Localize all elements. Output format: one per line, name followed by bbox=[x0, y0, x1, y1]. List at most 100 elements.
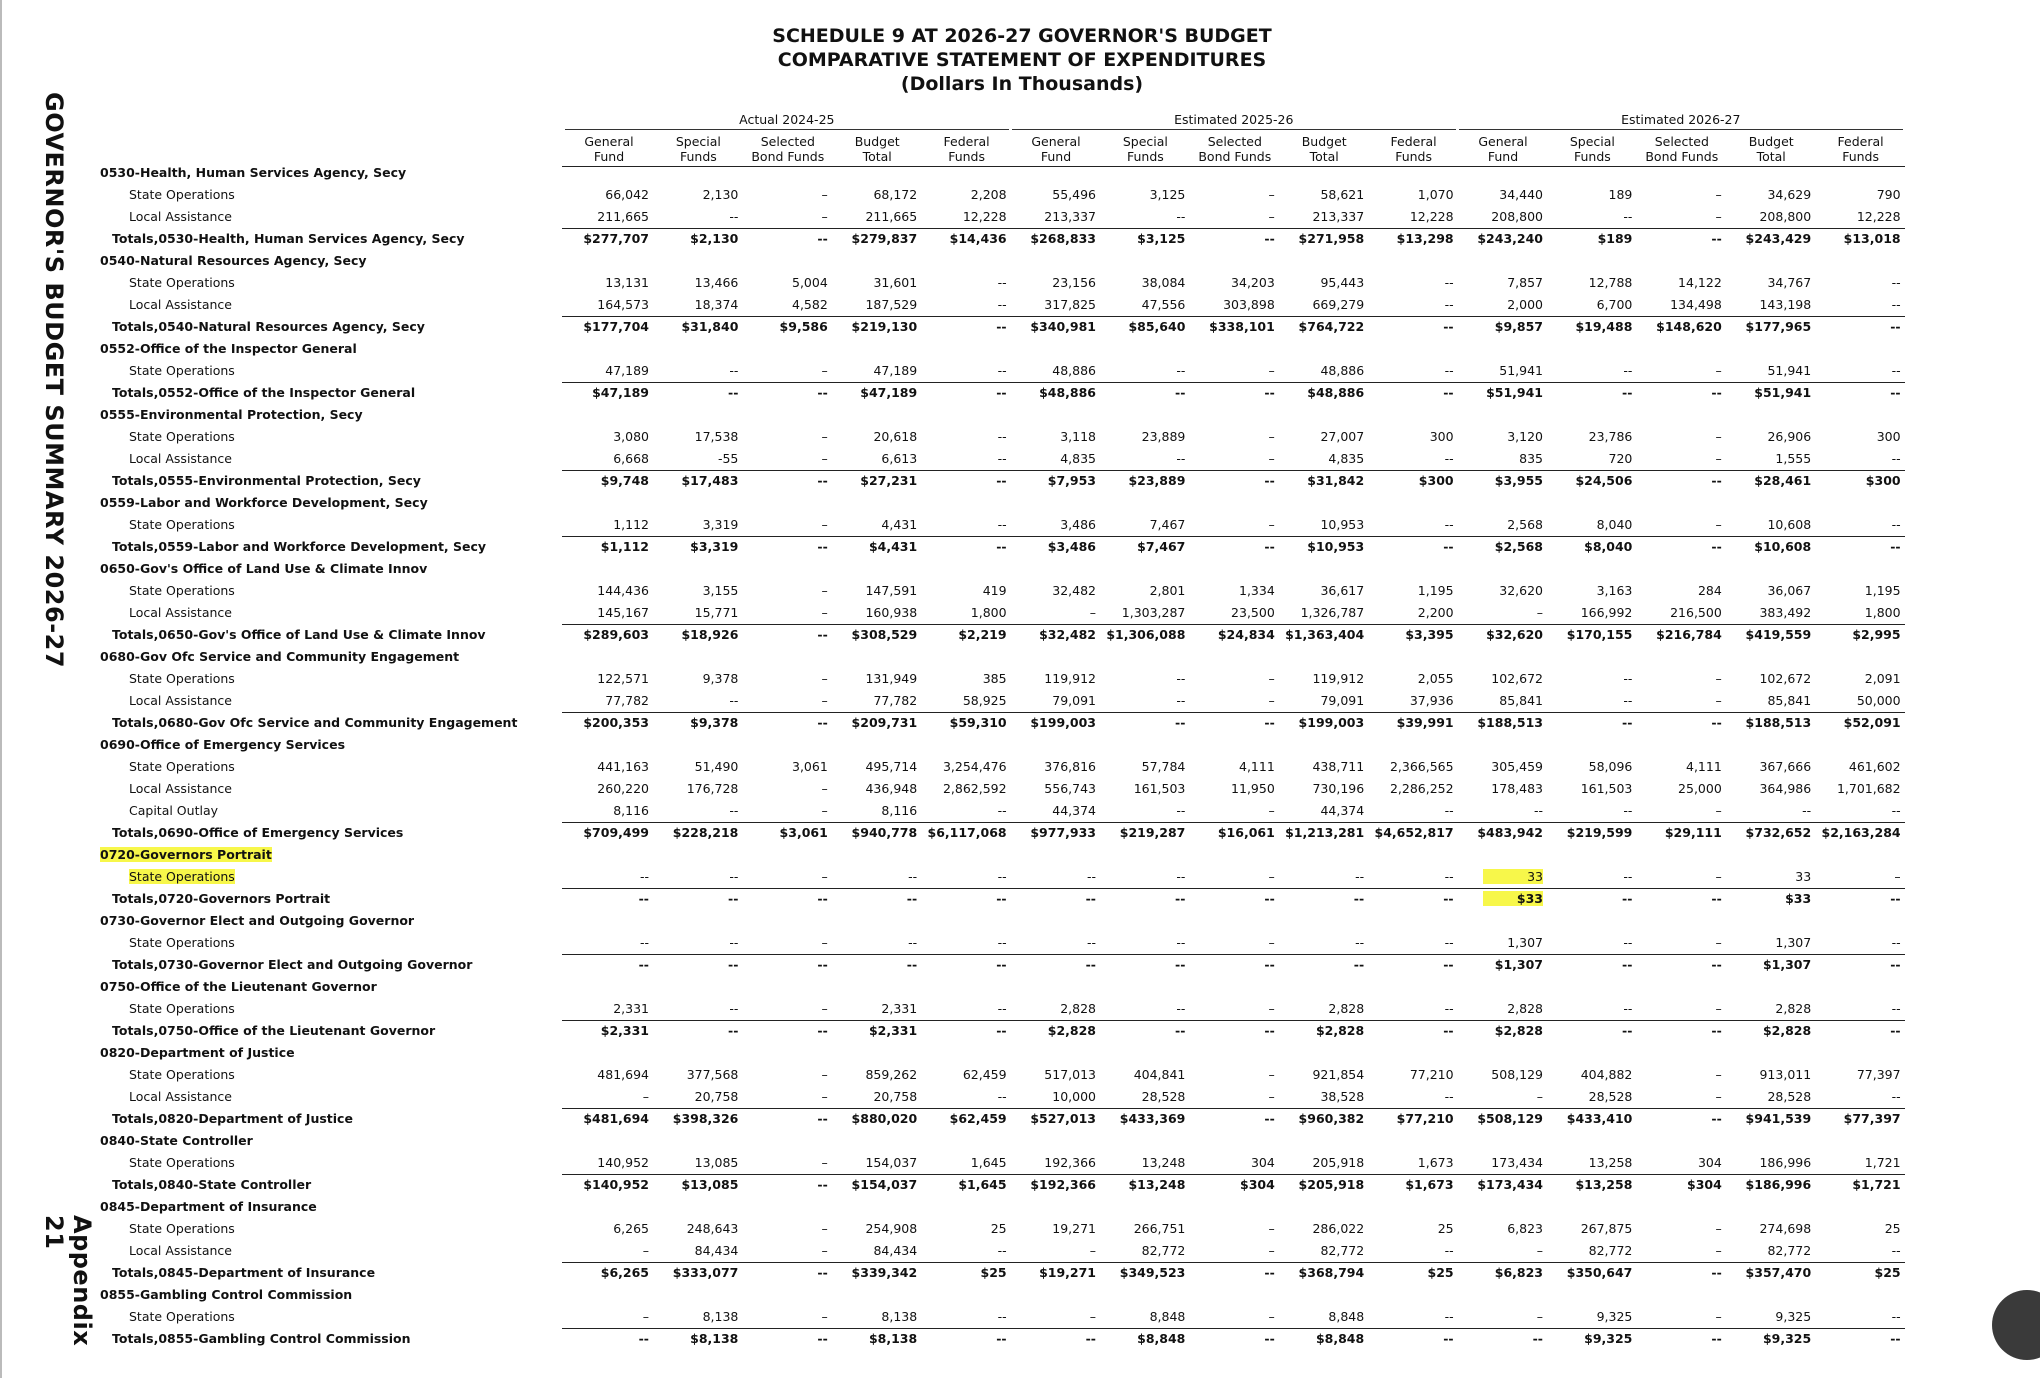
table-cell: -- bbox=[729, 209, 739, 224]
table-cell: – bbox=[821, 1221, 828, 1236]
column-heading: Bond Funds bbox=[1645, 149, 1719, 164]
line-label: Local Assistance bbox=[129, 1089, 232, 1104]
table-cell: $3,486 bbox=[1047, 539, 1096, 554]
table-cell: 436,948 bbox=[865, 781, 918, 796]
table-cell: -- bbox=[997, 1089, 1007, 1104]
table-cell: 34,203 bbox=[1231, 275, 1275, 290]
table-cell: – bbox=[1089, 1243, 1096, 1258]
table-cell: -- bbox=[1264, 1111, 1275, 1126]
table-cell: $77,397 bbox=[1843, 1111, 1901, 1126]
table-cell: 835 bbox=[1519, 451, 1543, 466]
table-cell: -- bbox=[1176, 209, 1186, 224]
table-cell: 85,841 bbox=[1767, 693, 1812, 708]
table-cell: 176,728 bbox=[686, 781, 739, 796]
table-cell: – bbox=[821, 869, 828, 884]
table-cell: 102,672 bbox=[1759, 671, 1812, 686]
column-heading: Fund bbox=[1040, 149, 1072, 164]
table-cell: -- bbox=[1264, 957, 1275, 972]
table-cell: 404,841 bbox=[1133, 1067, 1186, 1082]
table-cell: – bbox=[642, 1089, 649, 1104]
table-cell: 34,629 bbox=[1767, 187, 1812, 202]
table-cell: – bbox=[821, 1309, 828, 1324]
table-cell: -- bbox=[1890, 891, 1901, 906]
table-cell: $25 bbox=[980, 1265, 1007, 1280]
table-cell: 1,645 bbox=[970, 1155, 1007, 1170]
table-cell: $732,652 bbox=[1745, 825, 1812, 840]
table-cell: $27,231 bbox=[860, 473, 918, 488]
total-label: Totals,0840-State Controller bbox=[112, 1177, 312, 1192]
table-cell: -- bbox=[1711, 1023, 1722, 1038]
table-cell: -- bbox=[817, 891, 828, 906]
table-cell: -- bbox=[1444, 517, 1454, 532]
table-cell: -- bbox=[1444, 275, 1454, 290]
table-cell: 4,835 bbox=[1328, 451, 1365, 466]
table-cell: -- bbox=[997, 363, 1007, 378]
table-cell: $9,325 bbox=[1584, 1331, 1633, 1346]
column-heading: Budget bbox=[1748, 134, 1794, 149]
column-heading: Special bbox=[1122, 134, 1168, 149]
table-cell: 147,591 bbox=[865, 583, 918, 598]
table-cell: 77,397 bbox=[1856, 1067, 1901, 1082]
table-cell: 58,925 bbox=[962, 693, 1007, 708]
table-cell: 441,163 bbox=[597, 759, 649, 774]
table-cell: 47,189 bbox=[873, 363, 918, 378]
table-cell: $2,568 bbox=[1494, 539, 1543, 554]
table-cell: $1,645 bbox=[958, 1177, 1007, 1192]
table-cell: -- bbox=[1444, 297, 1454, 312]
table-cell: 8,116 bbox=[881, 803, 918, 818]
header-rule bbox=[562, 166, 1905, 167]
table-cell: – bbox=[642, 1243, 649, 1258]
table-cell: $24,834 bbox=[1217, 627, 1275, 642]
table-cell: -- bbox=[1890, 1331, 1901, 1346]
table-cell: – bbox=[1268, 1001, 1275, 1016]
line-label: Local Assistance bbox=[129, 605, 232, 620]
table-cell: 254,908 bbox=[865, 1221, 918, 1236]
table-cell: $3,955 bbox=[1494, 473, 1543, 488]
table-cell: -- bbox=[728, 385, 739, 400]
table-cell: -- bbox=[1891, 451, 1901, 466]
table-cell: – bbox=[1715, 363, 1722, 378]
table-cell: -- bbox=[1175, 891, 1186, 906]
table-cell: – bbox=[1715, 1221, 1722, 1236]
table-cell: – bbox=[1715, 517, 1722, 532]
table-cell: -- bbox=[1444, 1089, 1454, 1104]
table-cell: 7,467 bbox=[1149, 517, 1186, 532]
table-cell: 4,111 bbox=[1686, 759, 1722, 774]
table-cell: -- bbox=[1891, 1309, 1901, 1324]
floating-button[interactable] bbox=[1992, 1290, 2040, 1360]
table-cell: – bbox=[821, 451, 828, 466]
total-label: Totals,0540-Natural Resources Agency, Se… bbox=[112, 319, 425, 334]
table-cell: – bbox=[1089, 1309, 1096, 1324]
table-cell: $14,436 bbox=[949, 231, 1007, 246]
table-cell: -- bbox=[996, 473, 1007, 488]
table-cell: – bbox=[1894, 869, 1901, 884]
table-cell: 8,138 bbox=[702, 1309, 739, 1324]
table-cell: -55 bbox=[717, 451, 739, 466]
table-cell: 2,000 bbox=[1507, 297, 1543, 312]
table-cell: $31,840 bbox=[681, 319, 739, 334]
column-heading: General bbox=[584, 134, 634, 149]
table-cell: -- bbox=[729, 363, 739, 378]
line-label: State Operations bbox=[129, 1221, 235, 1236]
table-cell: -- bbox=[1176, 671, 1186, 686]
table-cell: 8,040 bbox=[1596, 517, 1633, 532]
line-label: Local Assistance bbox=[129, 1243, 232, 1258]
table-cell: 2,091 bbox=[1864, 671, 1901, 686]
total-label: Totals,0730-Governor Elect and Outgoing … bbox=[112, 957, 473, 972]
table-cell: $1,721 bbox=[1852, 1177, 1901, 1192]
table-cell: $2,331 bbox=[868, 1023, 918, 1038]
table-cell: 205,918 bbox=[1312, 1155, 1365, 1170]
table-cell: 669,279 bbox=[1312, 297, 1365, 312]
table-cell: -- bbox=[1175, 957, 1186, 972]
table-cell: $28,461 bbox=[1754, 473, 1812, 488]
section-title: 0750-Office of the Lieutenant Governor bbox=[100, 979, 377, 994]
table-cell: $173,434 bbox=[1477, 1177, 1543, 1192]
table-cell: $23,889 bbox=[1128, 473, 1186, 488]
table-cell: -- bbox=[1532, 1331, 1543, 1346]
section-title: 0559-Labor and Workforce Development, Se… bbox=[100, 495, 428, 510]
title-line: SCHEDULE 9 AT 2026-27 GOVERNOR'S BUDGET bbox=[772, 25, 1272, 47]
table-cell: 131,949 bbox=[865, 671, 918, 686]
table-cell: -- bbox=[997, 429, 1007, 444]
column-heading: Funds bbox=[679, 149, 717, 164]
table-cell: 216,500 bbox=[1670, 605, 1722, 620]
